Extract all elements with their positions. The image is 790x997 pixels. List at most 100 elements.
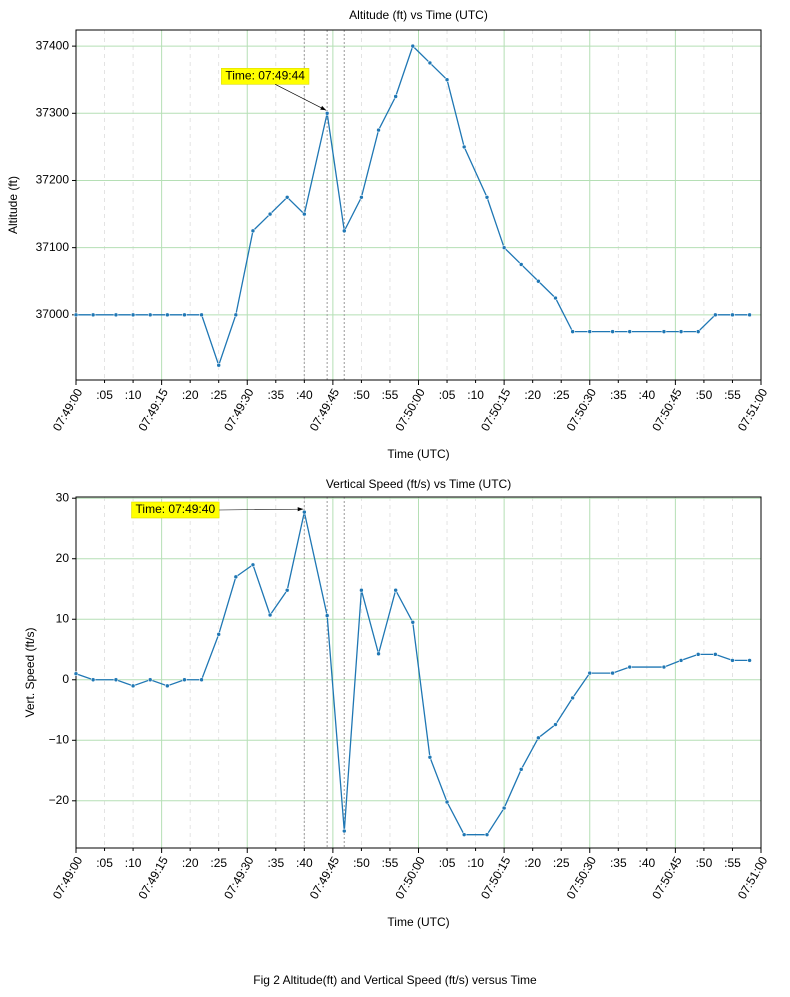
x-tick-label: :05 bbox=[96, 856, 113, 870]
data-point bbox=[661, 664, 667, 670]
x-tick-label: 07:49:00 bbox=[50, 854, 86, 902]
x-tick-label: :20 bbox=[182, 856, 199, 870]
y-axis-label: Altitude (ft) bbox=[6, 176, 20, 234]
data-point bbox=[627, 329, 633, 334]
x-tick-label: :40 bbox=[296, 388, 313, 402]
data-point bbox=[427, 754, 433, 760]
data-point bbox=[587, 329, 593, 334]
y-tick-label: 0 bbox=[62, 672, 69, 686]
x-tick-label: :35 bbox=[267, 856, 284, 870]
data-point bbox=[678, 329, 684, 334]
y-axis-label: Vert. Speed (ft/s) bbox=[23, 627, 37, 717]
x-tick-label: :50 bbox=[353, 856, 370, 870]
x-tick-label: :40 bbox=[296, 856, 313, 870]
annotation-arrow bbox=[219, 508, 304, 511]
data-point bbox=[393, 94, 398, 99]
x-tick-label: :10 bbox=[467, 388, 484, 402]
x-tick-label: :10 bbox=[125, 388, 142, 402]
data-point bbox=[661, 329, 667, 334]
plot-frame bbox=[75, 29, 762, 381]
data-point bbox=[359, 587, 364, 593]
data-point bbox=[376, 127, 381, 133]
x-tick-label: :40 bbox=[638, 388, 655, 402]
x-tick-label: :25 bbox=[210, 856, 227, 870]
data-point bbox=[182, 312, 187, 318]
data-point bbox=[484, 832, 490, 837]
data-point bbox=[267, 612, 273, 618]
data-line bbox=[76, 44, 750, 368]
data-point bbox=[376, 651, 381, 657]
annotation-arrow bbox=[275, 84, 327, 111]
data-point bbox=[570, 329, 575, 334]
x-tick-label: :20 bbox=[524, 856, 541, 870]
x-tick-label: :05 bbox=[96, 388, 113, 402]
x-tick-label: :55 bbox=[724, 856, 741, 870]
data-point bbox=[610, 670, 615, 676]
data-point bbox=[302, 211, 307, 217]
data-point bbox=[570, 695, 575, 701]
y-tick-label: 10 bbox=[56, 611, 70, 625]
data-point bbox=[536, 278, 541, 284]
annotation-text: Time: 07:49:40 bbox=[136, 502, 216, 516]
data-point bbox=[199, 677, 204, 683]
data-point bbox=[147, 312, 153, 318]
x-tick-label: :10 bbox=[467, 856, 484, 870]
data-point bbox=[324, 613, 330, 618]
data-point bbox=[233, 574, 239, 580]
x-tick-label: :55 bbox=[382, 388, 399, 402]
data-point bbox=[130, 683, 136, 689]
data-point bbox=[553, 722, 558, 727]
data-point bbox=[501, 805, 507, 811]
x-tick-label: :50 bbox=[696, 856, 713, 870]
x-tick-label: :05 bbox=[439, 388, 456, 402]
data-point bbox=[113, 677, 119, 683]
x-axis-label: Time (UTC) bbox=[387, 915, 449, 929]
data-point bbox=[747, 312, 752, 318]
x-tick-label: :25 bbox=[553, 856, 570, 870]
data-point bbox=[147, 677, 153, 683]
data-point bbox=[90, 677, 96, 683]
y-tick-label: 37000 bbox=[36, 307, 70, 321]
y-tick-label: 37200 bbox=[36, 173, 70, 187]
x-tick-label: :50 bbox=[353, 388, 370, 402]
data-line bbox=[75, 511, 750, 836]
data-point bbox=[250, 562, 256, 568]
arrow-head bbox=[297, 507, 304, 512]
data-point bbox=[216, 632, 222, 637]
y-tick-label: 20 bbox=[56, 551, 70, 565]
data-point bbox=[216, 362, 222, 368]
data-point bbox=[730, 658, 735, 663]
x-tick-label: 07:49:00 bbox=[50, 386, 86, 434]
data-point bbox=[747, 658, 752, 663]
data-point bbox=[73, 671, 79, 677]
x-tick-label: :55 bbox=[724, 388, 741, 402]
x-tick-label: :25 bbox=[553, 388, 570, 402]
data-point bbox=[518, 262, 524, 267]
y-tick-label: 37100 bbox=[36, 240, 70, 254]
data-point bbox=[553, 295, 558, 301]
data-point bbox=[730, 312, 735, 318]
data-point bbox=[182, 677, 187, 683]
data-point bbox=[113, 312, 119, 318]
data-point bbox=[461, 832, 467, 837]
data-point bbox=[410, 43, 416, 49]
data-point bbox=[444, 799, 450, 805]
x-tick-label: :55 bbox=[382, 856, 399, 870]
data-point bbox=[444, 77, 450, 83]
x-tick-label: :40 bbox=[638, 856, 655, 870]
x-tick-label: :10 bbox=[125, 856, 142, 870]
data-point bbox=[250, 228, 256, 234]
data-point bbox=[536, 735, 541, 741]
annotation: Time: 07:49:40 bbox=[131, 501, 304, 519]
data-point bbox=[341, 228, 347, 234]
data-point bbox=[713, 312, 718, 318]
y-tick-label: −20 bbox=[49, 793, 70, 807]
data-point bbox=[130, 312, 136, 318]
x-tick-label: :35 bbox=[267, 388, 284, 402]
annotation: Time: 07:49:44 bbox=[221, 68, 327, 111]
data-point bbox=[73, 312, 79, 318]
data-point bbox=[341, 828, 347, 834]
data-point bbox=[302, 509, 307, 515]
data-point bbox=[461, 144, 467, 150]
